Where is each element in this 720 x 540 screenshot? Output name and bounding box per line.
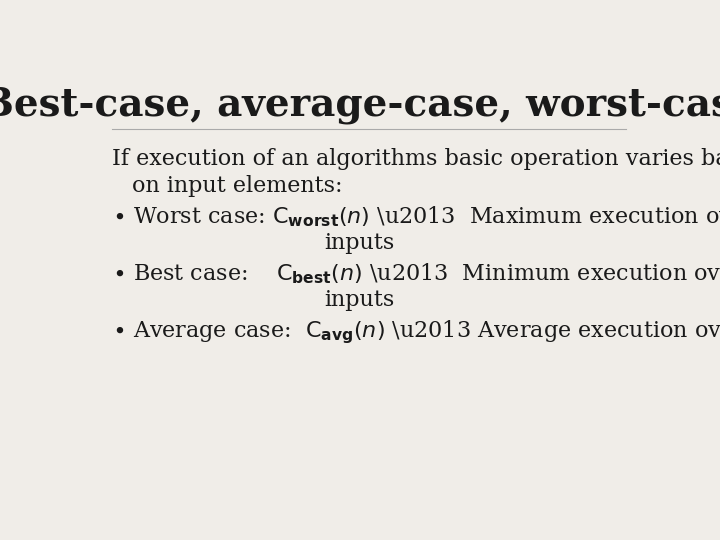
Text: Best-case, average-case, worst-case: Best-case, average-case, worst-case: [0, 85, 720, 124]
Text: inputs: inputs: [324, 232, 395, 254]
Text: If execution of an algorithms basic operation varies based: If execution of an algorithms basic oper…: [112, 148, 720, 170]
Text: on input elements:: on input elements:: [132, 175, 342, 197]
Text: $\bullet$ Worst case: $\mathrm{C}_{\mathbf{worst}}(n)$ \u2013  Maximum execution: $\bullet$ Worst case: $\mathrm{C}_{\math…: [112, 204, 720, 229]
Text: $\bullet$ Average case:  $\mathrm{C}_{\mathbf{avg}}(n)$ \u2013 Average execution: $\bullet$ Average case: $\mathrm{C}_{\ma…: [112, 319, 720, 346]
Text: inputs: inputs: [324, 289, 395, 312]
Text: $\bullet$ Best case:    $\mathrm{C}_{\mathbf{best}}(n)$ \u2013  Minimum executio: $\bullet$ Best case: $\mathrm{C}_{\mathb…: [112, 261, 720, 286]
